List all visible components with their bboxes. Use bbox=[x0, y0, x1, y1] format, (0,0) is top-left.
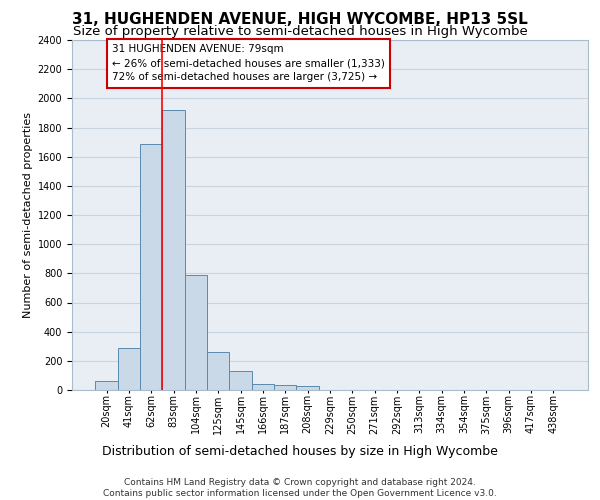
Bar bbox=[229, 371, 252, 390]
Text: Contains HM Land Registry data © Crown copyright and database right 2024.
Contai: Contains HM Land Registry data © Crown c… bbox=[103, 478, 497, 498]
Text: Size of property relative to semi-detached houses in High Wycombe: Size of property relative to semi-detach… bbox=[73, 25, 527, 38]
Bar bbox=[118, 348, 140, 390]
Text: 31 HUGHENDEN AVENUE: 79sqm
← 26% of semi-detached houses are smaller (1,333)
72%: 31 HUGHENDEN AVENUE: 79sqm ← 26% of semi… bbox=[112, 44, 385, 82]
Bar bbox=[252, 384, 274, 390]
Bar bbox=[207, 352, 229, 390]
Bar bbox=[185, 275, 207, 390]
Bar bbox=[140, 144, 163, 390]
Bar bbox=[163, 110, 185, 390]
Text: 31, HUGHENDEN AVENUE, HIGH WYCOMBE, HP13 5SL: 31, HUGHENDEN AVENUE, HIGH WYCOMBE, HP13… bbox=[72, 12, 528, 28]
Bar bbox=[296, 386, 319, 390]
Text: Distribution of semi-detached houses by size in High Wycombe: Distribution of semi-detached houses by … bbox=[102, 444, 498, 458]
Bar bbox=[274, 385, 296, 390]
Y-axis label: Number of semi-detached properties: Number of semi-detached properties bbox=[23, 112, 34, 318]
Bar bbox=[95, 381, 118, 390]
